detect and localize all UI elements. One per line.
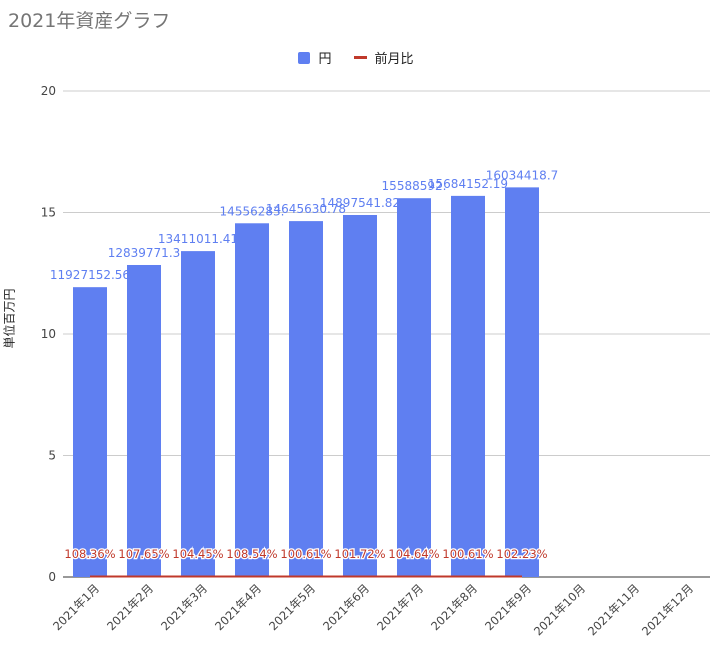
bar-data-label: 14897541.82 [320,196,400,210]
x-tick-label: 2021年4月 [212,581,264,633]
bar [505,187,539,577]
bar [181,251,215,577]
x-tick-label: 2021年10月 [531,581,588,638]
bar-data-label: 15684152.19 [428,177,508,191]
ratio-data-label: 100.61% [280,547,331,561]
x-tick-label: 2021年9月 [482,581,534,633]
bar-data-label: 13411011.41 [158,232,238,246]
bar [397,198,431,578]
legend-swatch-line [353,56,367,59]
ratio-data-label: 102.23% [496,547,547,561]
legend-label-bar: 円 [318,52,332,67]
bar-data-label: 14556283. [220,204,285,218]
y-tick-label: 5 [48,449,56,463]
x-tick-label: 2021年11月 [585,581,642,638]
ratio-data-label: 100.61% [442,547,493,561]
legend-item-bar[interactable]: 円 [298,48,332,67]
bar-data-label: 16034418.7 [486,168,559,182]
bar [451,195,485,577]
x-tick-label: 2021年3月 [158,581,210,633]
y-tick-label: 20 [41,84,56,98]
bar-data-label: 11927152.56 [50,268,130,282]
y-tick-label: 0 [48,570,56,584]
chart-title: 2021年資産グラフ [8,10,171,32]
x-tick-label: 2021年8月 [428,581,480,633]
ratio-data-label: 108.36% [64,547,115,561]
bar [73,287,107,577]
legend-swatch-bar [298,51,311,64]
x-tick-label: 2021年7月 [374,581,426,633]
legend-label-line: 前月比 [374,52,414,67]
x-tick-label: 2021年12月 [639,581,696,638]
bar-data-label: 12839771.3 [108,246,181,260]
bar [289,221,323,577]
bar-data-label: 15588592. [382,179,447,193]
y-tick-label: 10 [41,327,56,341]
ratio-data-label: 104.64% [388,547,439,561]
legend: 円 前月比 [0,48,712,67]
x-tick-label: 2021年2月 [104,581,156,633]
bar [127,264,161,577]
y-tick-label: 15 [41,206,56,220]
ratio-data-label: 101.72% [334,547,385,561]
ratio-data-label: 104.45% [172,547,223,561]
bar [235,223,269,577]
bar [343,214,377,577]
x-tick-label: 2021年1月 [50,581,102,633]
ratio-data-label: 107.65% [118,547,169,561]
legend-item-line[interactable]: 前月比 [353,48,414,67]
x-tick-label: 2021年5月 [266,581,318,633]
bar-data-label: 14645630.78 [266,202,346,216]
ratio-data-label: 108.54% [226,547,277,561]
x-tick-label: 2021年6月 [320,581,372,633]
